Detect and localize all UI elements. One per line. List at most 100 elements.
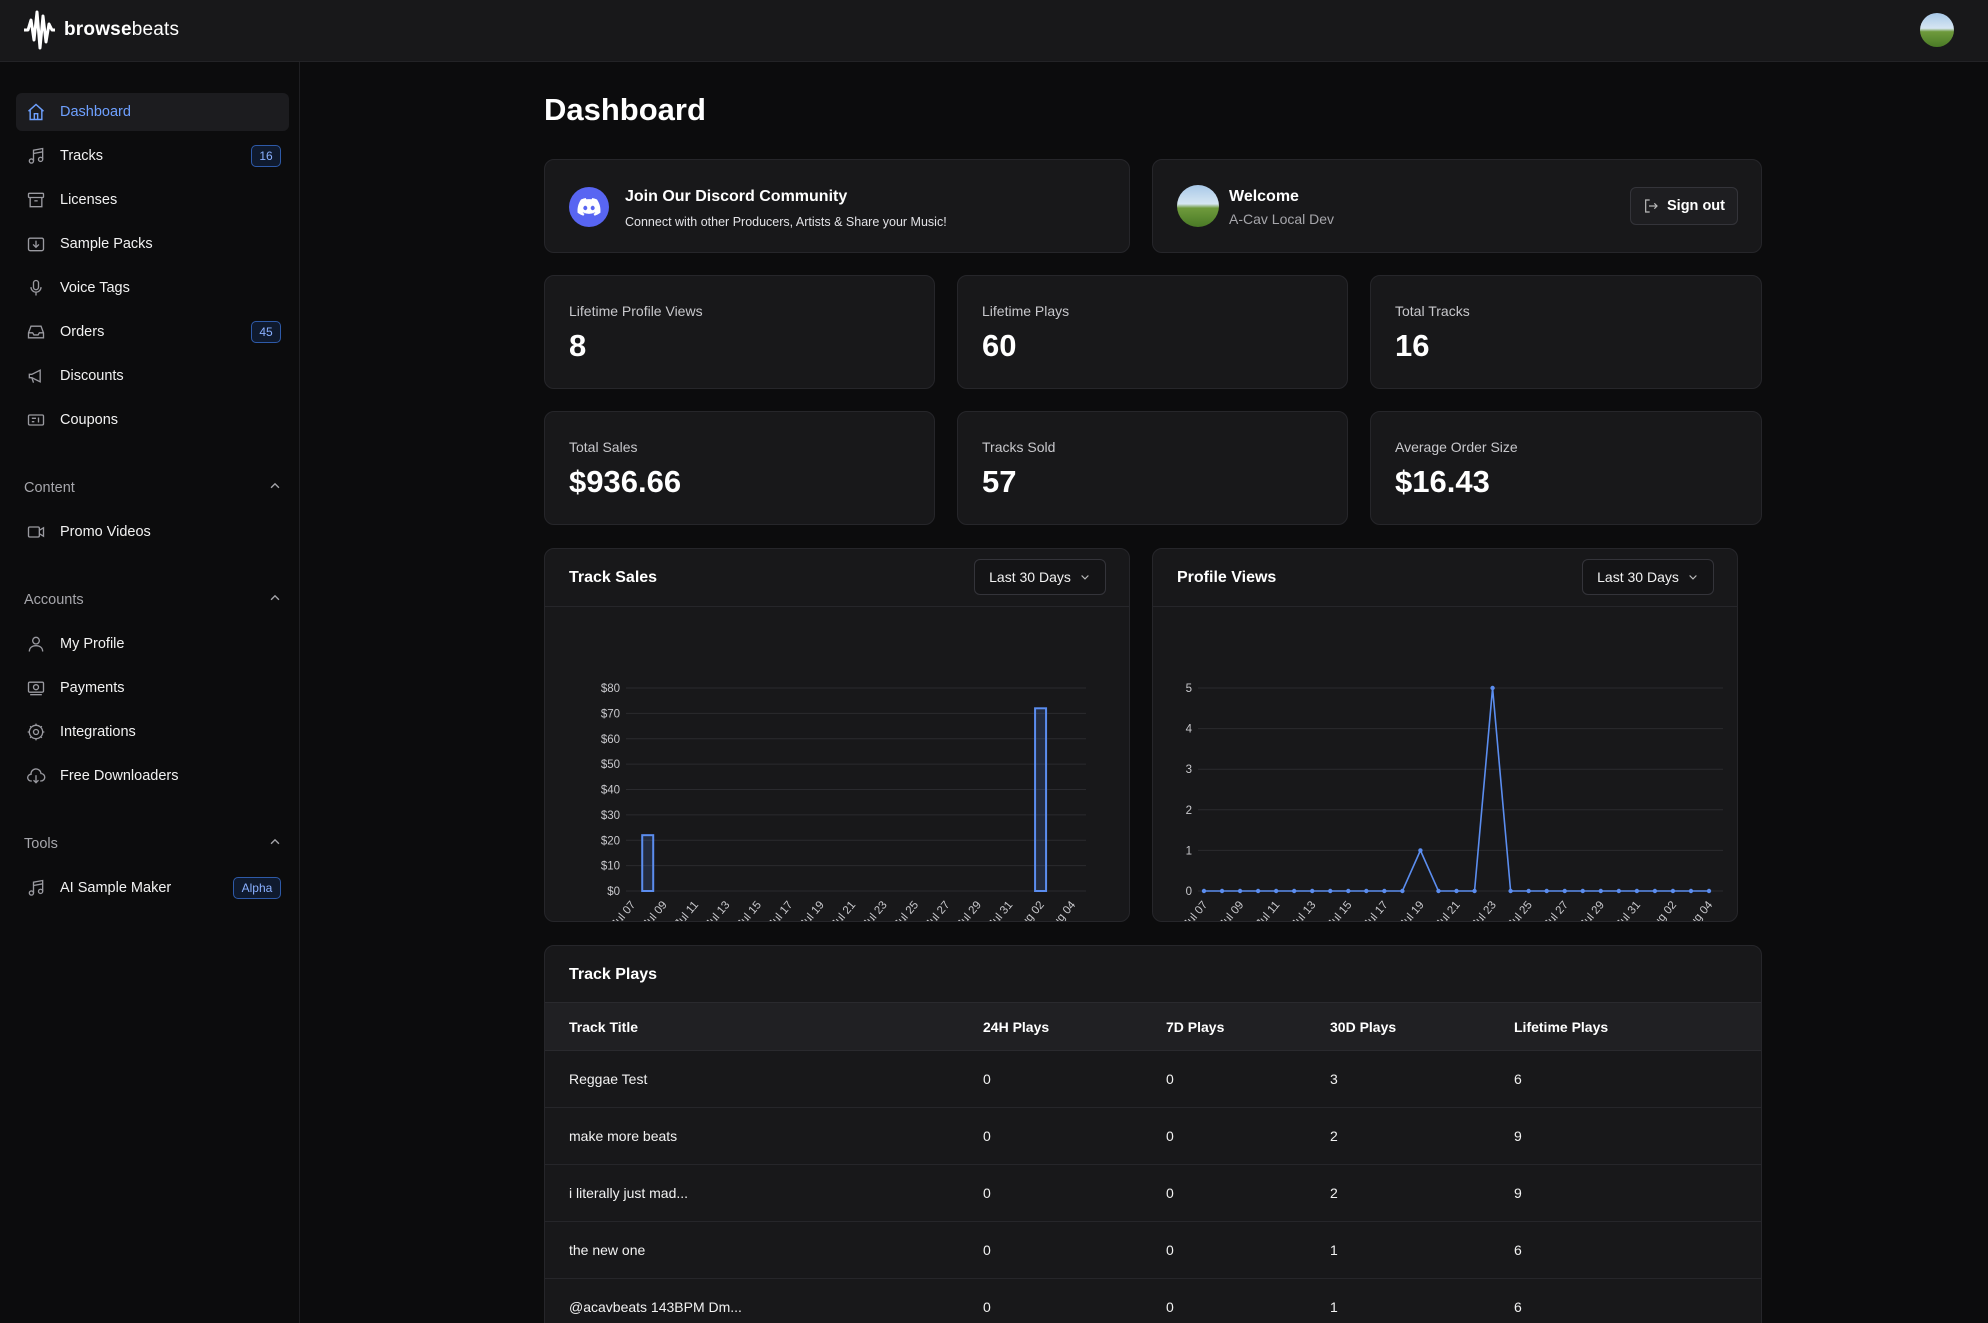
data-point[interactable] <box>1454 888 1459 894</box>
data-point[interactable] <box>1472 888 1477 894</box>
data-point[interactable] <box>1670 888 1676 894</box>
table-row[interactable]: i literally just mad... 0 0 2 9 <box>545 1165 1761 1222</box>
data-point[interactable] <box>1652 888 1658 894</box>
sign-out-icon <box>1645 199 1658 213</box>
column-header-lifetime-plays[interactable]: Lifetime Plays <box>1514 1019 1609 1035</box>
section-header-content[interactable]: Content <box>24 478 282 498</box>
section-header-accounts[interactable]: Accounts <box>24 590 282 610</box>
data-point[interactable] <box>1598 888 1603 894</box>
x-tick-label: Jul 15 <box>735 899 764 921</box>
y-tick-label: 4 <box>1186 724 1193 736</box>
y-tick-label: $20 <box>601 835 620 847</box>
plays-7d-cell: 0 <box>1166 1071 1174 1087</box>
sidebar-item-payments[interactable]: Payments <box>16 669 289 707</box>
track-sales-card: Track Sales Last 30 Days $0 $10 $20 $30 $40 $… <box>544 548 1130 922</box>
column-header-track-title[interactable]: Track Title <box>569 1019 639 1035</box>
sidebar-item-my-profile[interactable]: My Profile <box>16 625 289 663</box>
section-title: Tools <box>24 836 58 852</box>
data-point[interactable] <box>1580 888 1585 894</box>
data-point[interactable] <box>1201 888 1207 894</box>
table-row[interactable]: @acavbeats 143BPM Dm... 0 0 1 6 <box>545 1279 1761 1323</box>
page-title: Dashboard <box>544 92 706 127</box>
gear-icon <box>25 721 47 743</box>
data-point[interactable] <box>1291 888 1297 894</box>
stat-card-lifetime-plays: Lifetime Plays 60 <box>957 275 1348 389</box>
x-tick-label: Jul 17 <box>767 899 796 921</box>
x-tick-label: Jul 11 <box>1254 899 1282 921</box>
plays-24h-cell: 0 <box>983 1185 991 1201</box>
chevron-down-icon <box>1081 575 1089 580</box>
plays-lifetime-cell: 9 <box>1514 1128 1522 1144</box>
sidebar-item-dashboard[interactable]: Dashboard <box>16 93 289 131</box>
brand-logo[interactable]: browsebeats <box>22 6 179 54</box>
y-tick-label: 2 <box>1186 805 1192 817</box>
table-row[interactable]: the new one 0 0 1 6 <box>545 1222 1761 1279</box>
data-point[interactable] <box>1310 888 1315 894</box>
data-point[interactable] <box>1255 888 1261 894</box>
home-icon <box>25 101 47 123</box>
user-avatar[interactable] <box>1920 13 1954 47</box>
data-point[interactable] <box>1382 888 1387 894</box>
ticket-icon <box>25 409 47 431</box>
data-point[interactable] <box>1526 888 1531 894</box>
column-header-24h-plays[interactable]: 24H Plays <box>983 1019 1050 1035</box>
sidebar-item-coupons[interactable]: Coupons <box>16 401 289 439</box>
discord-subtitle: Connect with other Producers, Artists & … <box>625 215 947 229</box>
sidebar-item-orders[interactable]: Orders 45 <box>16 313 289 351</box>
data-point[interactable] <box>1364 888 1369 894</box>
sidebar-item-label: Sample Packs <box>60 236 153 252</box>
stat-label: Average Order Size <box>1395 439 1518 455</box>
discord-title: Join Our Discord Community <box>625 188 848 205</box>
data-point[interactable] <box>1544 888 1549 894</box>
sidebar-item-licenses[interactable]: Licenses <box>16 181 289 219</box>
plays-24h-cell: 0 <box>983 1128 991 1144</box>
section-header-tools[interactable]: Tools <box>24 834 282 854</box>
sidebar-item-free-downloaders[interactable]: Free Downloaders <box>16 757 289 795</box>
sidebar-item-sample-packs[interactable]: Sample Packs <box>16 225 289 263</box>
sidebar-item-label: Dashboard <box>60 104 131 120</box>
data-point[interactable] <box>1490 685 1495 691</box>
data-point[interactable] <box>1346 888 1351 894</box>
y-tick-label: $10 <box>601 861 620 873</box>
table-row[interactable]: make more beats 0 0 2 9 <box>545 1108 1761 1165</box>
sidebar-item-integrations[interactable]: Integrations <box>16 713 289 751</box>
sidebar-item-promo-videos[interactable]: Promo Videos <box>16 513 289 551</box>
data-point[interactable] <box>1219 888 1225 894</box>
data-point[interactable] <box>1706 888 1712 894</box>
column-header-30d-plays[interactable]: 30D Plays <box>1330 1019 1397 1035</box>
sign-out-button[interactable]: Sign out <box>1630 187 1738 225</box>
plays-lifetime-cell: 9 <box>1514 1185 1522 1201</box>
data-point[interactable] <box>1616 888 1622 894</box>
data-point[interactable] <box>1237 888 1243 894</box>
chart-header: Track Sales Last 30 Days <box>545 549 1129 607</box>
data-point[interactable] <box>1634 888 1640 894</box>
sidebar-item-voice-tags[interactable]: Voice Tags <box>16 269 289 307</box>
sidebar-item-ai-sample-maker[interactable]: AI Sample Maker Alpha <box>16 869 289 907</box>
stat-label: Tracks Sold <box>982 439 1056 455</box>
data-point[interactable] <box>1562 888 1567 894</box>
chevron-up-icon <box>268 591 282 609</box>
chevron-up-icon <box>268 479 282 497</box>
series-line <box>1204 687 1709 892</box>
data-point[interactable] <box>1508 888 1513 894</box>
table-row[interactable]: Reggae Test 0 0 3 6 <box>545 1051 1761 1108</box>
discord-card[interactable]: Join Our Discord Community Connect with … <box>544 159 1130 253</box>
data-point[interactable] <box>1688 888 1694 894</box>
track-sales-range-select[interactable]: Last 30 Days <box>974 559 1106 595</box>
data-point[interactable] <box>1328 888 1333 894</box>
sidebar-item-tracks[interactable]: Tracks 16 <box>16 137 289 175</box>
bar[interactable] <box>1034 707 1048 892</box>
plays-24h-cell: 0 <box>983 1071 991 1087</box>
table-title: Track Plays <box>569 966 658 983</box>
bar[interactable] <box>641 834 655 893</box>
profile-views-range-select[interactable]: Last 30 Days <box>1582 559 1714 595</box>
data-point[interactable] <box>1273 888 1279 894</box>
data-point[interactable] <box>1436 888 1441 894</box>
data-point[interactable] <box>1418 848 1423 853</box>
cloud-download-icon <box>25 765 47 787</box>
data-point[interactable] <box>1400 888 1405 894</box>
column-header-7d-plays[interactable]: 7D Plays <box>1166 1019 1225 1035</box>
music-note-icon <box>25 877 47 899</box>
sidebar-item-discounts[interactable]: Discounts <box>16 357 289 395</box>
